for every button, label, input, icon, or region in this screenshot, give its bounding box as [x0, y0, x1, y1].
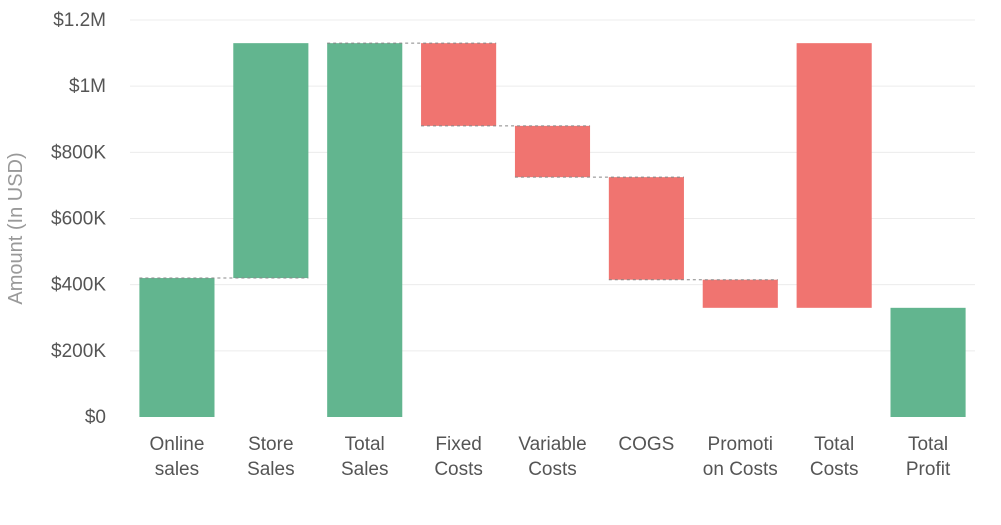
y-tick-label: $800K: [51, 142, 106, 163]
bar-2: [327, 43, 403, 418]
bar-3: [421, 43, 497, 126]
bars: [139, 43, 966, 418]
bar-1: [233, 43, 309, 279]
bar-8: [890, 307, 966, 417]
x-category-label: Variable Costs: [518, 434, 586, 480]
y-tick-label: $400K: [51, 275, 106, 296]
y-axis-title: Amount (In USD): [5, 152, 27, 304]
x-category-label: Total Profit: [906, 434, 951, 480]
bar-7: [796, 43, 872, 308]
y-axis-ticks: $0 $200K $400K $600K $800K $1M $1.2M: [51, 10, 106, 428]
x-category-label: Promoti on Costs: [703, 434, 778, 480]
connectors: [139, 42, 778, 281]
y-tick-label: $600K: [51, 209, 106, 230]
y-tick-label: $1M: [69, 76, 106, 97]
x-category-label: COGS: [618, 434, 674, 455]
x-category-label: Online sales: [149, 434, 204, 480]
x-category-label: Fixed Costs: [434, 434, 483, 480]
y-tick-label: $200K: [51, 341, 106, 362]
y-tick-label: $1.2M: [53, 10, 106, 31]
y-tick-label: $0: [85, 407, 106, 428]
bar-4: [514, 125, 591, 178]
bar-6: [702, 279, 778, 308]
x-category-label: Store Sales: [247, 434, 295, 480]
x-category-label: Total Costs: [810, 434, 859, 480]
x-axis-categories: Online sales Store Sales Total Sales Fixed Cost…: [149, 434, 950, 480]
bar-0: [139, 278, 215, 417]
x-category-label: Total Sales: [341, 434, 389, 480]
bar-5: [608, 177, 684, 280]
